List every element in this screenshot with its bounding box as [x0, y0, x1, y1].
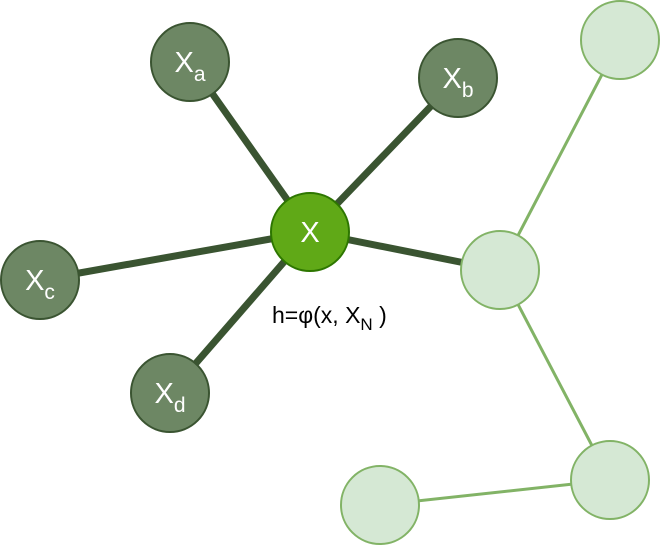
node-b-label-base: X: [442, 63, 461, 95]
edge-center-to-c: [39, 228, 311, 284]
center-node: X: [270, 192, 350, 272]
node-d-label-sub: d: [174, 394, 186, 417]
node-b: Xb: [418, 38, 498, 118]
faded-node-right: [570, 440, 650, 520]
faded-nodes: [340, 0, 660, 545]
faded-edge-top: [498, 39, 622, 271]
node-a-label: Xa: [174, 47, 205, 86]
node-c: Xc: [0, 240, 80, 320]
faded-node-mid: [460, 230, 540, 310]
node-d: Xd: [130, 353, 210, 433]
node-d-label: Xd: [154, 378, 185, 417]
node-a-label-base: X: [174, 47, 193, 79]
node-d-label-base: X: [154, 378, 173, 410]
node-c-label: Xc: [25, 265, 55, 304]
node-b-label-sub: b: [462, 79, 474, 102]
faded-node-top: [580, 0, 660, 80]
node-c-circle: [0, 240, 80, 320]
node-b-label: Xb: [442, 63, 473, 102]
formula-sub: N: [360, 315, 372, 334]
center-node-label: X: [300, 217, 319, 249]
node-a-label-sub: a: [194, 63, 206, 86]
aggregation-formula: h=φ(x, XN ): [272, 302, 387, 334]
node-b-circle: [418, 38, 498, 118]
node-c-label-sub: c: [44, 281, 55, 304]
node-c-label-base: X: [25, 265, 44, 297]
faded-node-bottom: [340, 465, 420, 545]
node-a: Xa: [150, 22, 230, 102]
node-a-circle: [150, 22, 230, 102]
center-node-circle: [270, 192, 350, 272]
node-d-circle: [130, 353, 210, 433]
formula-prefix: h=φ(x, X: [272, 302, 360, 328]
neighbor-edges: [39, 59, 501, 396]
formula-suffix: ): [373, 302, 387, 328]
